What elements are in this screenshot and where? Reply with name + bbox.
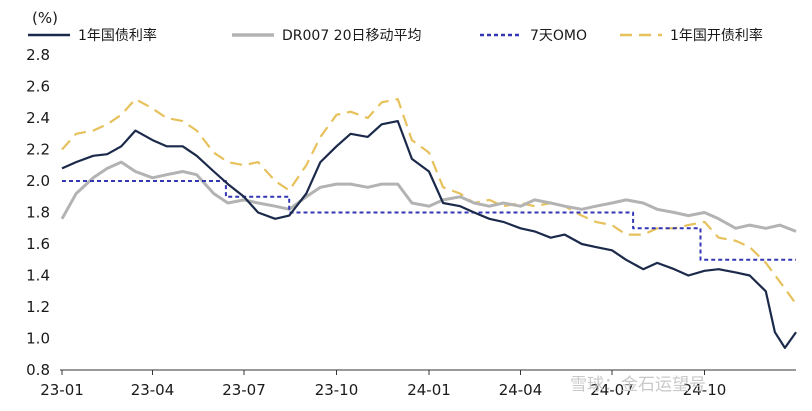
- y-tick-label: 1.0: [26, 330, 50, 348]
- y-tick-label: 0.8: [26, 361, 50, 379]
- x-tick-label: 24-04: [499, 381, 543, 399]
- series-layer: [60, 98, 797, 349]
- legend-label: 7天OMO: [530, 28, 587, 44]
- y-tick-label: 2.4: [26, 109, 50, 127]
- legend-label: 1年国开债利率: [670, 27, 763, 44]
- y-axis-ticks: 0.8 1.0 1.2 1.4 1.6 1.8 2.0 2.2 2.4 2.6 2.8: [26, 46, 50, 379]
- y-tick-label: 2.8: [26, 46, 50, 64]
- legend: 1年国债利率 DR007 20日移动平均 7天OMO 1年国开债利率: [28, 27, 763, 44]
- legend-label: 1年国债利率: [78, 27, 157, 44]
- x-tick-label: 23-07: [222, 381, 266, 399]
- series-line: [60, 160, 797, 233]
- x-axis-ticks: 23-01 23-04 23-07 23-10 24-01 24-04 24-07 24-10: [40, 370, 726, 399]
- x-tick-label: 24-10: [683, 381, 727, 399]
- x-tick-label: 23-04: [131, 381, 175, 399]
- series-line: [62, 180, 796, 261]
- legend-label: DR007 20日移动平均: [282, 28, 422, 44]
- series-line: [61, 120, 797, 349]
- y-tick-label: 1.6: [26, 235, 50, 253]
- watermark-text: 雪球：金石运望号: [570, 375, 706, 395]
- x-tick-label: 23-10: [315, 381, 359, 399]
- y-tick-label: 1.8: [26, 204, 50, 222]
- y-tick-label: 2.6: [26, 78, 50, 96]
- x-tick-label: 24-01: [407, 381, 451, 399]
- x-tick-label: 24-07: [590, 381, 634, 399]
- y-tick-label: 1.4: [26, 267, 50, 285]
- y-axis-unit-label: (%): [32, 9, 58, 27]
- y-tick-label: 2.0: [26, 172, 50, 190]
- y-tick-label: 2.2: [26, 141, 50, 159]
- x-tick-label: 23-01: [40, 381, 84, 399]
- y-tick-label: 1.2: [26, 298, 50, 316]
